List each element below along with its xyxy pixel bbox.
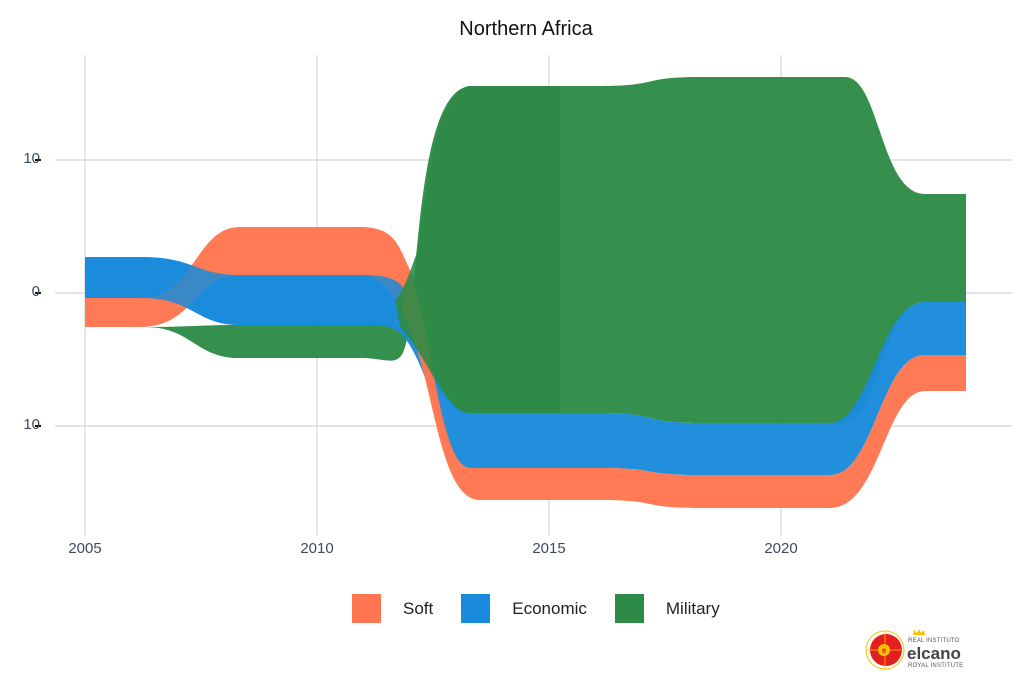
legend-label: Military xyxy=(665,598,720,618)
legend-swatch-soft xyxy=(352,594,381,623)
legend-item-economic[interactable]: Economic xyxy=(461,594,587,623)
x-tick-label: 2005 xyxy=(68,540,102,557)
legend-swatch-military xyxy=(614,594,644,623)
legend-item-soft[interactable]: Soft xyxy=(352,594,433,623)
legend-item-military[interactable]: Military xyxy=(614,594,720,623)
svg-text:e: e xyxy=(882,646,887,655)
legend-label: Soft xyxy=(403,598,434,618)
elcano-logo: e REAL INSTITUTO elcano ROYAL INSTITUTE xyxy=(864,626,974,672)
x-tick-label: 2015 xyxy=(532,540,566,557)
series-economic-overlay xyxy=(85,257,405,325)
logo-line1: REAL INSTITUTO xyxy=(908,638,960,644)
legend-label: Economic xyxy=(512,598,587,618)
series-military-overlay xyxy=(395,86,560,413)
y-tick-label: 10 xyxy=(23,416,40,433)
y-tick-label: 10 xyxy=(23,150,40,167)
y-tick-label: 0 xyxy=(31,283,40,300)
x-tick-label: 2010 xyxy=(300,540,334,557)
x-tick-label: 2020 xyxy=(764,540,798,557)
chart-title: Northern Africa xyxy=(459,18,593,40)
legend-swatch-economic xyxy=(461,594,491,623)
legend: Soft Economic Military xyxy=(352,594,748,623)
logo-line2: elcano xyxy=(907,644,961,663)
elcano-emblem-icon: e xyxy=(865,630,905,670)
crown-icon xyxy=(913,629,925,635)
logo-line3: ROYAL INSTITUTE xyxy=(908,663,964,669)
